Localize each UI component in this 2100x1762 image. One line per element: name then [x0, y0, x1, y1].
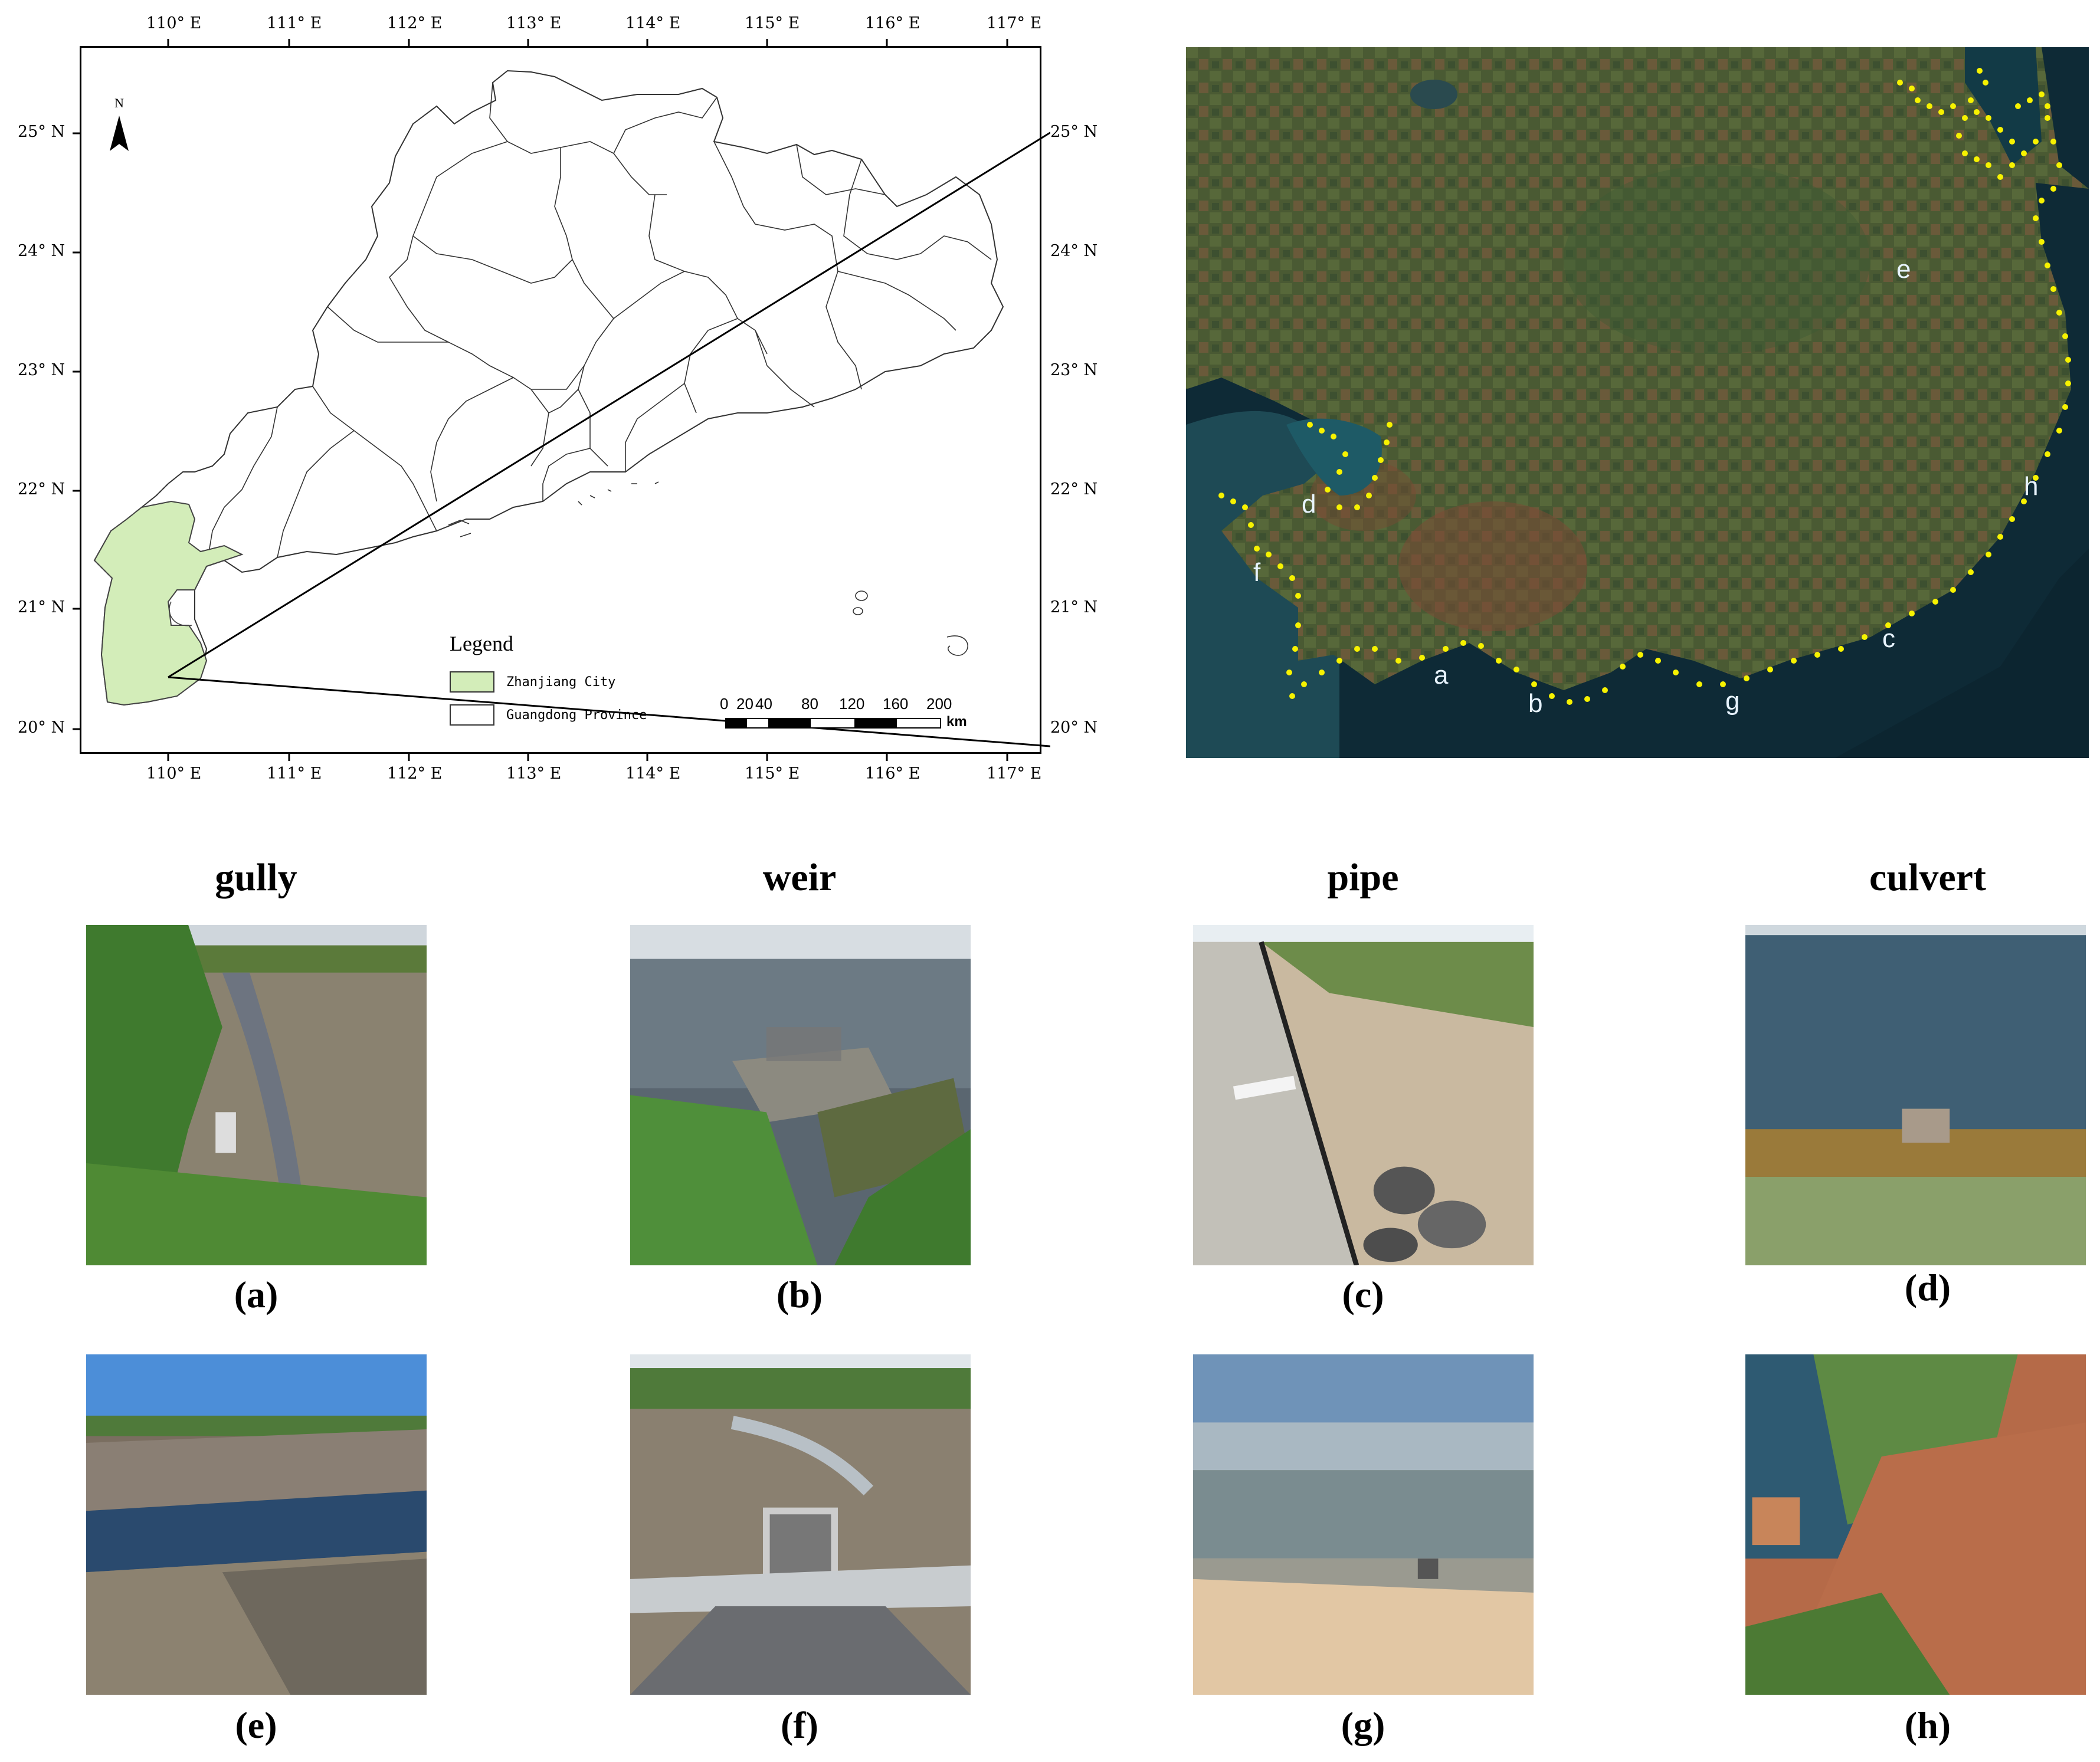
legend-swatch-zhanjiang: [450, 671, 494, 693]
photo-a-gully: [86, 925, 427, 1265]
photo-e: [86, 1354, 427, 1695]
site-label-f: f: [1253, 558, 1261, 587]
lon-label-top: 110° E: [146, 14, 202, 32]
site-label-d: d: [1302, 490, 1316, 519]
lon-label-top: 111° E: [267, 14, 322, 32]
lat-label-left: 21° N: [18, 598, 65, 616]
guangdong-map: N: [73, 39, 1050, 761]
lon-label-bottom: 112° E: [387, 764, 443, 783]
photo-d-culvert: [1745, 925, 2086, 1265]
scale-tick-20: 20: [736, 695, 753, 713]
caption-h: (h): [1904, 1704, 1951, 1746]
lon-label-top: 116° E: [865, 14, 920, 32]
caption-d: (d): [1904, 1266, 1951, 1308]
scale-tick-40: 40: [755, 695, 772, 713]
site-label-a: a: [1434, 661, 1449, 690]
lat-label-left: 24° N: [18, 242, 65, 260]
caption-g: (g): [1341, 1704, 1385, 1746]
lon-label-bottom: 116° E: [865, 764, 920, 783]
lon-label-top: 115° E: [745, 14, 800, 32]
lat-label-right: 20° N: [1050, 718, 1098, 737]
scale-tick-200: 200: [926, 695, 952, 713]
lon-label-bottom: 117° E: [987, 764, 1042, 783]
site-label-b: b: [1528, 689, 1543, 718]
lon-label-bottom: 110° E: [146, 764, 202, 783]
photo-h: [1745, 1354, 2086, 1695]
category-gully: gully: [215, 856, 297, 899]
caption-c: (c): [1342, 1274, 1384, 1315]
lat-label-left: 22° N: [18, 480, 65, 498]
site-label-c: c: [1882, 624, 1895, 653]
category-weir: weir: [762, 856, 837, 899]
lon-label-bottom: 114° E: [625, 764, 681, 783]
photo-g: [1193, 1354, 1534, 1695]
lon-label-top: 113° E: [506, 14, 562, 32]
scale-tick-80: 80: [801, 695, 818, 713]
lat-label-right: 24° N: [1050, 242, 1098, 260]
legend-label-zhanjiang: Zhanjiang City: [506, 675, 616, 690]
category-pipe: pipe: [1327, 856, 1399, 899]
caption-f: (f): [781, 1704, 818, 1746]
lat-label-left: 20° N: [18, 718, 65, 737]
photo-f: [630, 1354, 971, 1695]
lon-label-bottom: 111° E: [267, 764, 322, 783]
lon-label-bottom: 113° E: [506, 764, 562, 783]
lat-label-left: 25° N: [18, 123, 65, 141]
sampling-points: [1218, 68, 2071, 705]
lat-label-right: 22° N: [1050, 480, 1098, 498]
photo-c-pipe: [1193, 925, 1534, 1265]
lat-label-right: 23° N: [1050, 361, 1098, 379]
satellite-image: [1186, 47, 2089, 758]
scale-tick-120: 120: [839, 695, 865, 713]
north-label: N: [114, 96, 124, 110]
lon-label-top: 112° E: [387, 14, 443, 32]
lon-label-top: 114° E: [625, 14, 681, 32]
site-label-h: h: [2024, 472, 2039, 501]
category-culvert: culvert: [1869, 856, 1986, 899]
legend-title: Legend: [450, 632, 513, 655]
photo-b-weir: [630, 925, 971, 1265]
scale-tick-0: 0: [720, 695, 729, 713]
caption-b: (b): [776, 1274, 823, 1315]
legend-label-guangdong: Guangdong Province: [506, 708, 647, 723]
legend-swatch-guangdong: [450, 704, 494, 726]
caption-a: (a): [234, 1274, 279, 1315]
scale-bar: [725, 718, 941, 729]
lon-label-top: 117° E: [987, 14, 1042, 32]
lon-label-bottom: 115° E: [745, 764, 800, 783]
scale-tick-160: 160: [883, 695, 909, 713]
lat-label-left: 23° N: [18, 361, 65, 379]
lat-label-right: 21° N: [1050, 598, 1098, 616]
lat-label-right: 25° N: [1050, 123, 1098, 141]
site-label-e: e: [1896, 255, 1911, 284]
scale-unit: km: [946, 714, 967, 730]
caption-e: (e): [235, 1704, 277, 1746]
site-label-g: g: [1725, 687, 1740, 716]
